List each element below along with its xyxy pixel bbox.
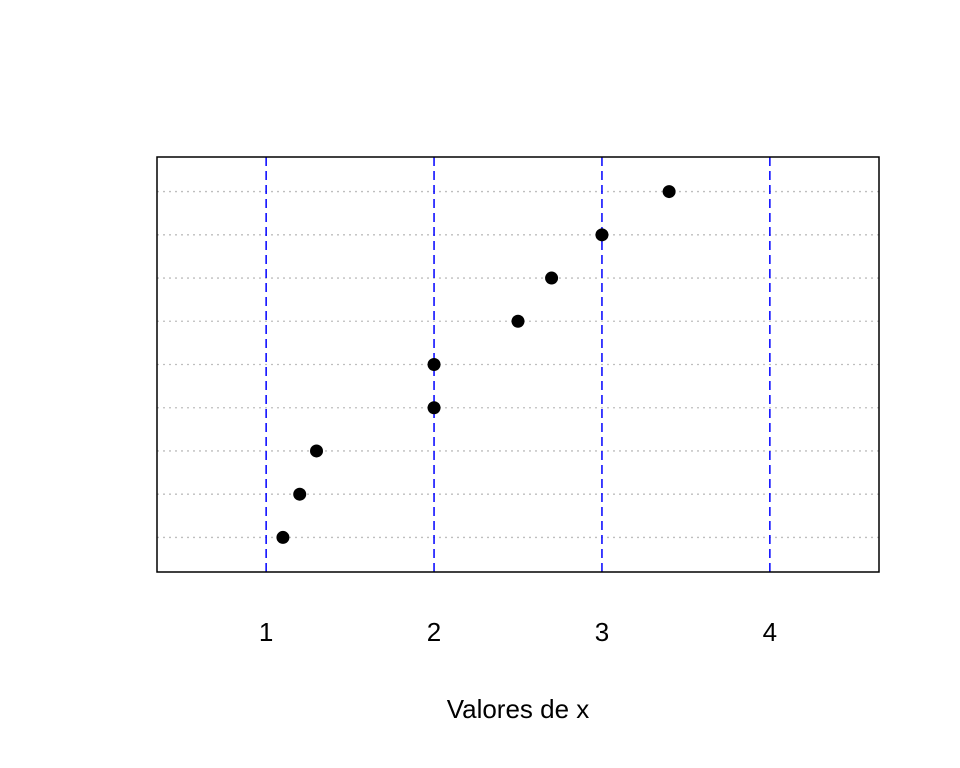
plot-frame: [156, 156, 880, 573]
data-point-9: [662, 185, 676, 199]
data-point-6: [511, 314, 525, 328]
data-point-3: [310, 444, 324, 458]
data-point-1: [276, 530, 290, 544]
data-point-5: [427, 358, 441, 371]
x-tick-label-1: 1: [259, 617, 273, 647]
x-axis: 1 2 3 4: [259, 617, 777, 647]
data-points: [276, 185, 676, 544]
x-tick-label-2: 2: [427, 617, 441, 647]
data-point-8: [595, 228, 609, 242]
x-axis-label: Valores de x: [447, 694, 590, 724]
data-point-2: [293, 487, 307, 501]
data-point-4: [427, 401, 441, 415]
x-tick-label-3: 3: [595, 617, 609, 647]
data-point-7: [545, 271, 559, 285]
horizontal-gridlines: [157, 190, 879, 539]
x-tick-label-4: 4: [763, 617, 777, 647]
